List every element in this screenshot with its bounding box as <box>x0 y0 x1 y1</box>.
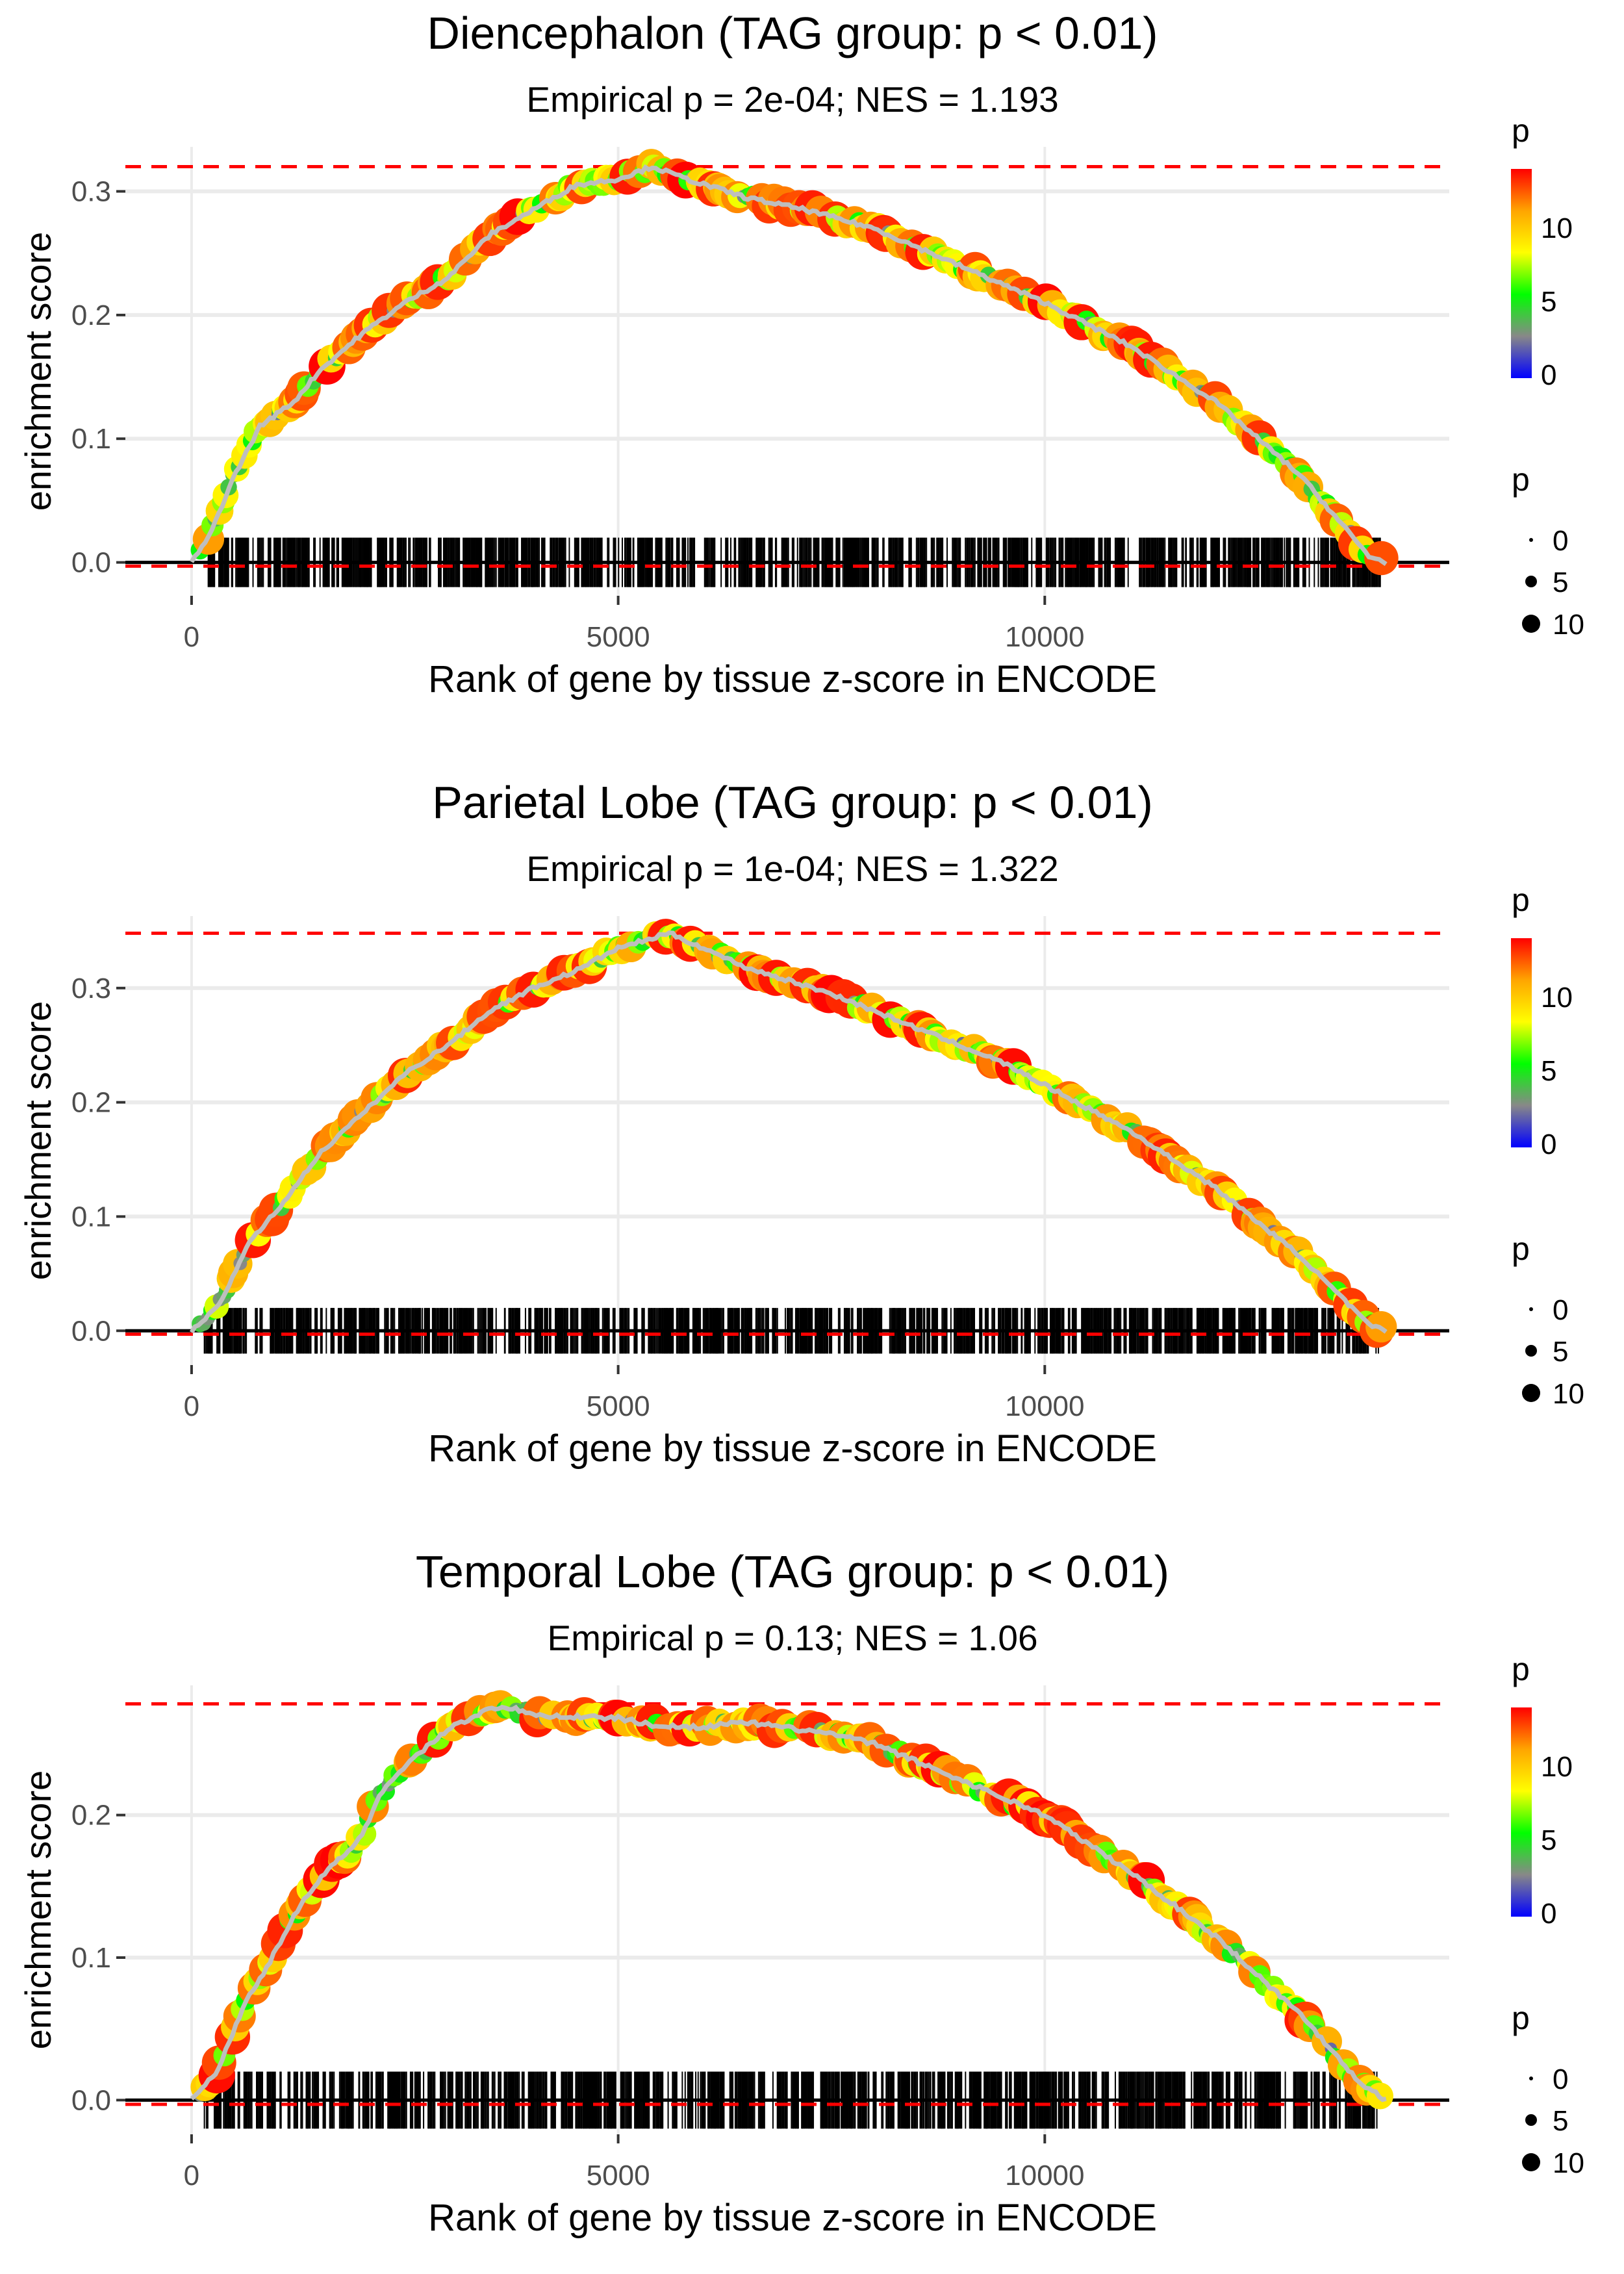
color-legend: p 10 5 0 <box>1511 112 1573 391</box>
size-legend: p0 5 10 <box>1512 1231 1584 1410</box>
x-tick-label: 5000 <box>587 2160 650 2191</box>
color-legend-label: 10 <box>1541 1751 1573 1783</box>
size-legend-label: 5 <box>1553 1336 1568 1368</box>
x-axis-title: Rank of gene by tissue z-score in ENCODE <box>428 2197 1157 2239</box>
color-legend-label: 0 <box>1541 1129 1556 1160</box>
size-legend-label: 0 <box>1553 1294 1568 1326</box>
color-bar <box>1511 1707 1532 1917</box>
x-tick-label: 0 <box>184 621 199 653</box>
color-legend-title: p <box>1512 882 1530 918</box>
color-legend: p 10 5 0 <box>1511 882 1573 1160</box>
size-legend-dot <box>1525 576 1537 587</box>
size-legend-label: 0 <box>1553 525 1568 557</box>
size-legend-dot <box>1529 538 1533 542</box>
size-legend-label: 10 <box>1553 1378 1584 1410</box>
chart-title: Diencephalon (TAG group: p < 0.01) <box>427 8 1158 58</box>
panel-3: Temporal Lobe (TAG group: p < 0.01) Empir… <box>18 1546 1584 2239</box>
size-legend-label: 5 <box>1553 2105 1568 2137</box>
size-legend-title: p <box>1512 461 1530 498</box>
color-legend-label: 5 <box>1541 1824 1556 1856</box>
x-tick-label: 0 <box>184 2160 199 2191</box>
size-legend-dot <box>1529 2076 1533 2080</box>
size-legend-dot <box>1522 615 1540 633</box>
color-legend-label: 5 <box>1541 286 1556 318</box>
y-tick-label: 0.1 <box>71 1201 111 1233</box>
size-legend-dot <box>1522 1384 1540 1402</box>
chart-subtitle: Empirical p = 2e-04; NES = 1.193 <box>526 79 1058 120</box>
y-tick-label: 0.3 <box>71 176 111 208</box>
x-tick-label: 0 <box>184 1390 199 1422</box>
x-tick-label: 10000 <box>1005 2160 1084 2191</box>
size-legend: p0 5 10 <box>1512 461 1584 641</box>
size-legend-label: 0 <box>1553 2063 1568 2095</box>
size-legend-label: 5 <box>1553 567 1568 598</box>
size-legend-label: 10 <box>1553 609 1584 641</box>
color-legend: p 10 5 0 <box>1511 1651 1573 1930</box>
size-legend-title: p <box>1512 1231 1530 1267</box>
x-tick-label: 10000 <box>1005 1390 1084 1422</box>
panel-1: Diencephalon (TAG group: p < 0.01) Empiri… <box>18 8 1584 700</box>
color-bar <box>1511 938 1532 1147</box>
color-legend-title: p <box>1512 1651 1530 1687</box>
y-axis-title: enrichment score <box>18 232 58 511</box>
size-legend-title: p <box>1512 2000 1530 2036</box>
x-axis-title: Rank of gene by tissue z-score in ENCODE <box>428 658 1157 700</box>
x-axis-title: Rank of gene by tissue z-score in ENCODE <box>428 1427 1157 1470</box>
y-tick-label: 0.1 <box>71 1942 111 1974</box>
y-axis-title: enrichment score <box>18 1001 58 1281</box>
color-legend-label: 0 <box>1541 359 1556 391</box>
size-legend: p0 5 10 <box>1512 2000 1584 2179</box>
chart-title: Parietal Lobe (TAG group: p < 0.01) <box>432 777 1153 828</box>
size-legend-dot <box>1529 1307 1533 1311</box>
es-markers <box>190 149 1399 576</box>
es-curve <box>189 164 1388 567</box>
y-tick-label: 0.2 <box>71 300 111 331</box>
chart-subtitle: Empirical p = 0.13; NES = 1.06 <box>547 1618 1037 1658</box>
y-tick-label: 0.2 <box>71 1087 111 1119</box>
size-legend-label: 10 <box>1553 2147 1584 2179</box>
size-legend-dot <box>1522 2153 1540 2171</box>
y-axis-title: enrichment score <box>18 1770 58 2050</box>
x-tick-label: 10000 <box>1005 621 1084 653</box>
color-legend-label: 5 <box>1541 1055 1556 1087</box>
es-curve <box>190 1704 1387 2102</box>
color-bar <box>1511 169 1532 378</box>
y-tick-label: 0.3 <box>71 973 111 1004</box>
y-tick-label: 0.2 <box>71 1800 111 1832</box>
size-legend-dot <box>1525 1345 1537 1357</box>
y-tick-label: 0.0 <box>71 2084 111 2116</box>
es-markers <box>190 1690 1393 2110</box>
y-tick-label: 0.0 <box>71 547 111 579</box>
y-tick-label: 0.0 <box>71 1315 111 1347</box>
x-tick-label: 5000 <box>587 621 650 653</box>
x-tick-label: 5000 <box>587 1390 650 1422</box>
chart-subtitle: Empirical p = 1e-04; NES = 1.322 <box>526 849 1058 889</box>
color-legend-label: 10 <box>1541 982 1573 1014</box>
size-legend-dot <box>1525 2114 1537 2126</box>
y-tick-label: 0.1 <box>71 423 111 455</box>
color-legend-label: 0 <box>1541 1898 1556 1930</box>
es-curve <box>189 930 1388 1334</box>
color-legend-title: p <box>1512 112 1530 149</box>
panel-2: Parietal Lobe (TAG group: p < 0.01) Empir… <box>18 777 1584 1470</box>
color-legend-label: 10 <box>1541 212 1573 244</box>
chart-title: Temporal Lobe (TAG group: p < 0.01) <box>416 1546 1169 1597</box>
